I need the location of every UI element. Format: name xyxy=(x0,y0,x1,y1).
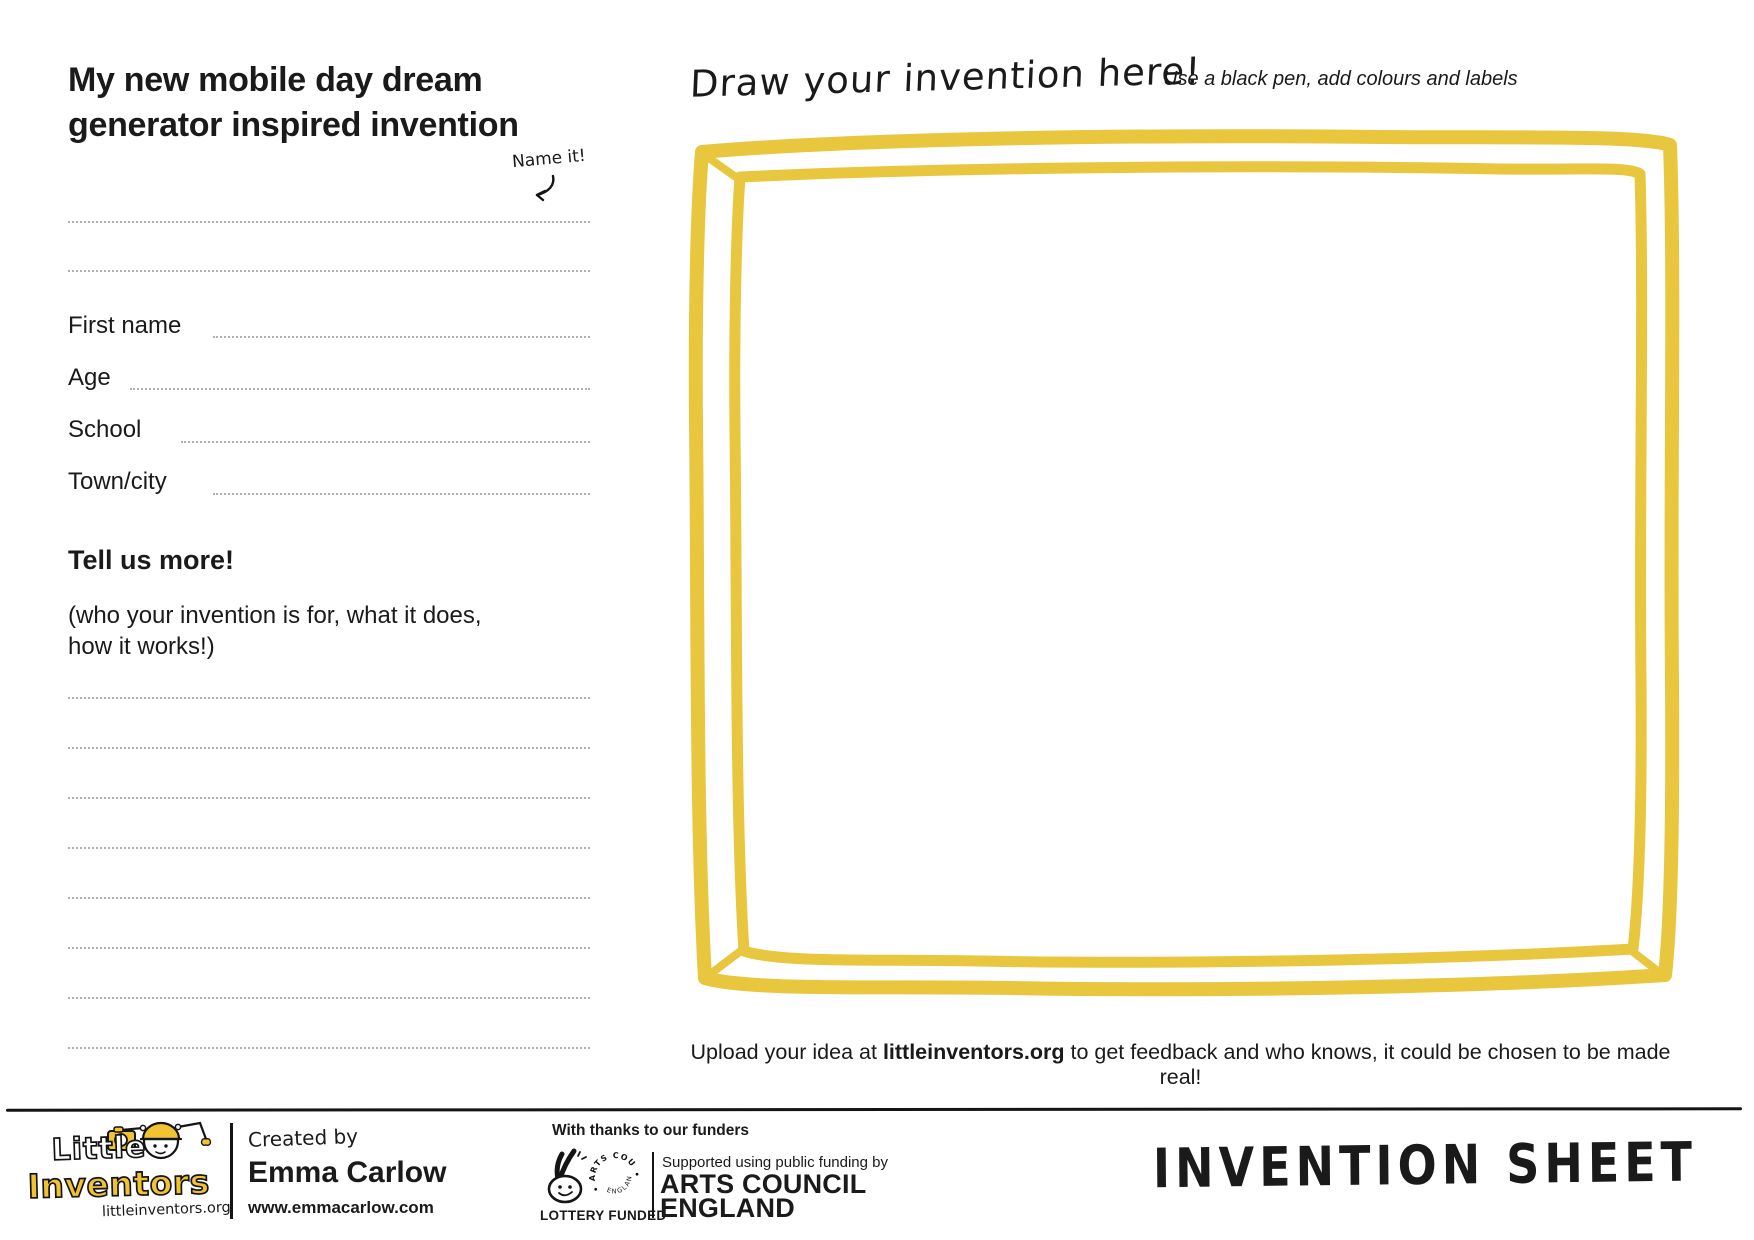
write-line-1[interactable] xyxy=(68,697,590,699)
little-inventors-logo: Little Inventors xyxy=(26,1121,212,1207)
hint-line2: how it works!) xyxy=(68,633,215,660)
write-line-5[interactable] xyxy=(68,897,590,899)
town-city-line[interactable] xyxy=(213,493,590,495)
crossed-fingers-icon xyxy=(547,1148,587,1204)
hint-line1: (who your invention is for, what it does… xyxy=(68,602,482,629)
invention-name-line-2[interactable] xyxy=(68,270,590,272)
footer-vertical-divider-1 xyxy=(230,1123,233,1219)
footer-divider-line xyxy=(5,1107,1743,1112)
logo-word-little: Little xyxy=(51,1130,147,1168)
footer-vertical-divider-2 xyxy=(652,1152,654,1218)
tell-us-more-hint: (who your invention is for, what it does… xyxy=(68,600,482,662)
draw-hint: Use a black pen, add colours and labels xyxy=(1163,68,1518,90)
logo-url[interactable]: littleinventors.org xyxy=(101,1199,232,1221)
arts-council-line2: ENGLAND xyxy=(660,1193,795,1223)
arts-supported-line: Supported using public funding by xyxy=(662,1154,888,1171)
page-title-line1: My new mobile day dream xyxy=(68,61,483,99)
arts-council-stamp-icon: ARTS COUNCIL ENGLAND xyxy=(581,1144,639,1206)
creator-website[interactable]: www.emmacarlow.com xyxy=(248,1198,434,1217)
page-title: My new mobile day dream generator inspir… xyxy=(68,58,588,148)
draw-heading: Draw your invention here! xyxy=(689,49,1202,106)
write-line-8[interactable] xyxy=(68,1047,590,1049)
age-label: Age xyxy=(68,364,111,391)
school-label: School xyxy=(68,416,142,443)
funders-heading: With thanks to our funders xyxy=(552,1122,750,1139)
first-name-line[interactable] xyxy=(213,336,590,338)
page-title-line2: generator inspired invention xyxy=(68,106,519,144)
drawing-canvas[interactable] xyxy=(750,185,1620,950)
invention-name-line-1[interactable] xyxy=(68,221,590,223)
upload-note-suffix: to get feedback and who knows, it could … xyxy=(1064,1040,1671,1089)
name-it-arrow-icon xyxy=(535,174,555,202)
upload-note-prefix: Upload your idea at xyxy=(690,1040,883,1064)
school-line[interactable] xyxy=(181,441,590,443)
upload-note: Upload your idea at littleinventors.org … xyxy=(688,1040,1673,1090)
write-line-7[interactable] xyxy=(68,997,590,999)
age-line[interactable] xyxy=(130,388,590,390)
creator-name: Emma Carlow xyxy=(248,1156,447,1189)
drawing-frame xyxy=(688,129,1680,997)
lottery-funded-label: LOTTERY FUNDED xyxy=(540,1208,667,1223)
write-line-3[interactable] xyxy=(68,797,590,799)
tell-us-more-heading: Tell us more! xyxy=(68,545,235,575)
write-line-2[interactable] xyxy=(68,747,590,749)
write-line-6[interactable] xyxy=(68,947,590,949)
upload-note-site[interactable]: littleinventors.org xyxy=(882,1040,1065,1064)
logo-word-inventors: Inventors xyxy=(27,1162,210,1206)
town-city-label: Town/city xyxy=(68,468,167,495)
arts-council-line1: ARTS COUNCIL xyxy=(660,1169,867,1199)
name-it-note: Name it! xyxy=(511,145,587,173)
created-by-label: Created by xyxy=(247,1124,359,1152)
first-name-label: First name xyxy=(68,312,182,339)
write-line-4[interactable] xyxy=(68,847,590,849)
invention-sheet-title: INVENTION SHEET xyxy=(1152,1129,1698,1201)
